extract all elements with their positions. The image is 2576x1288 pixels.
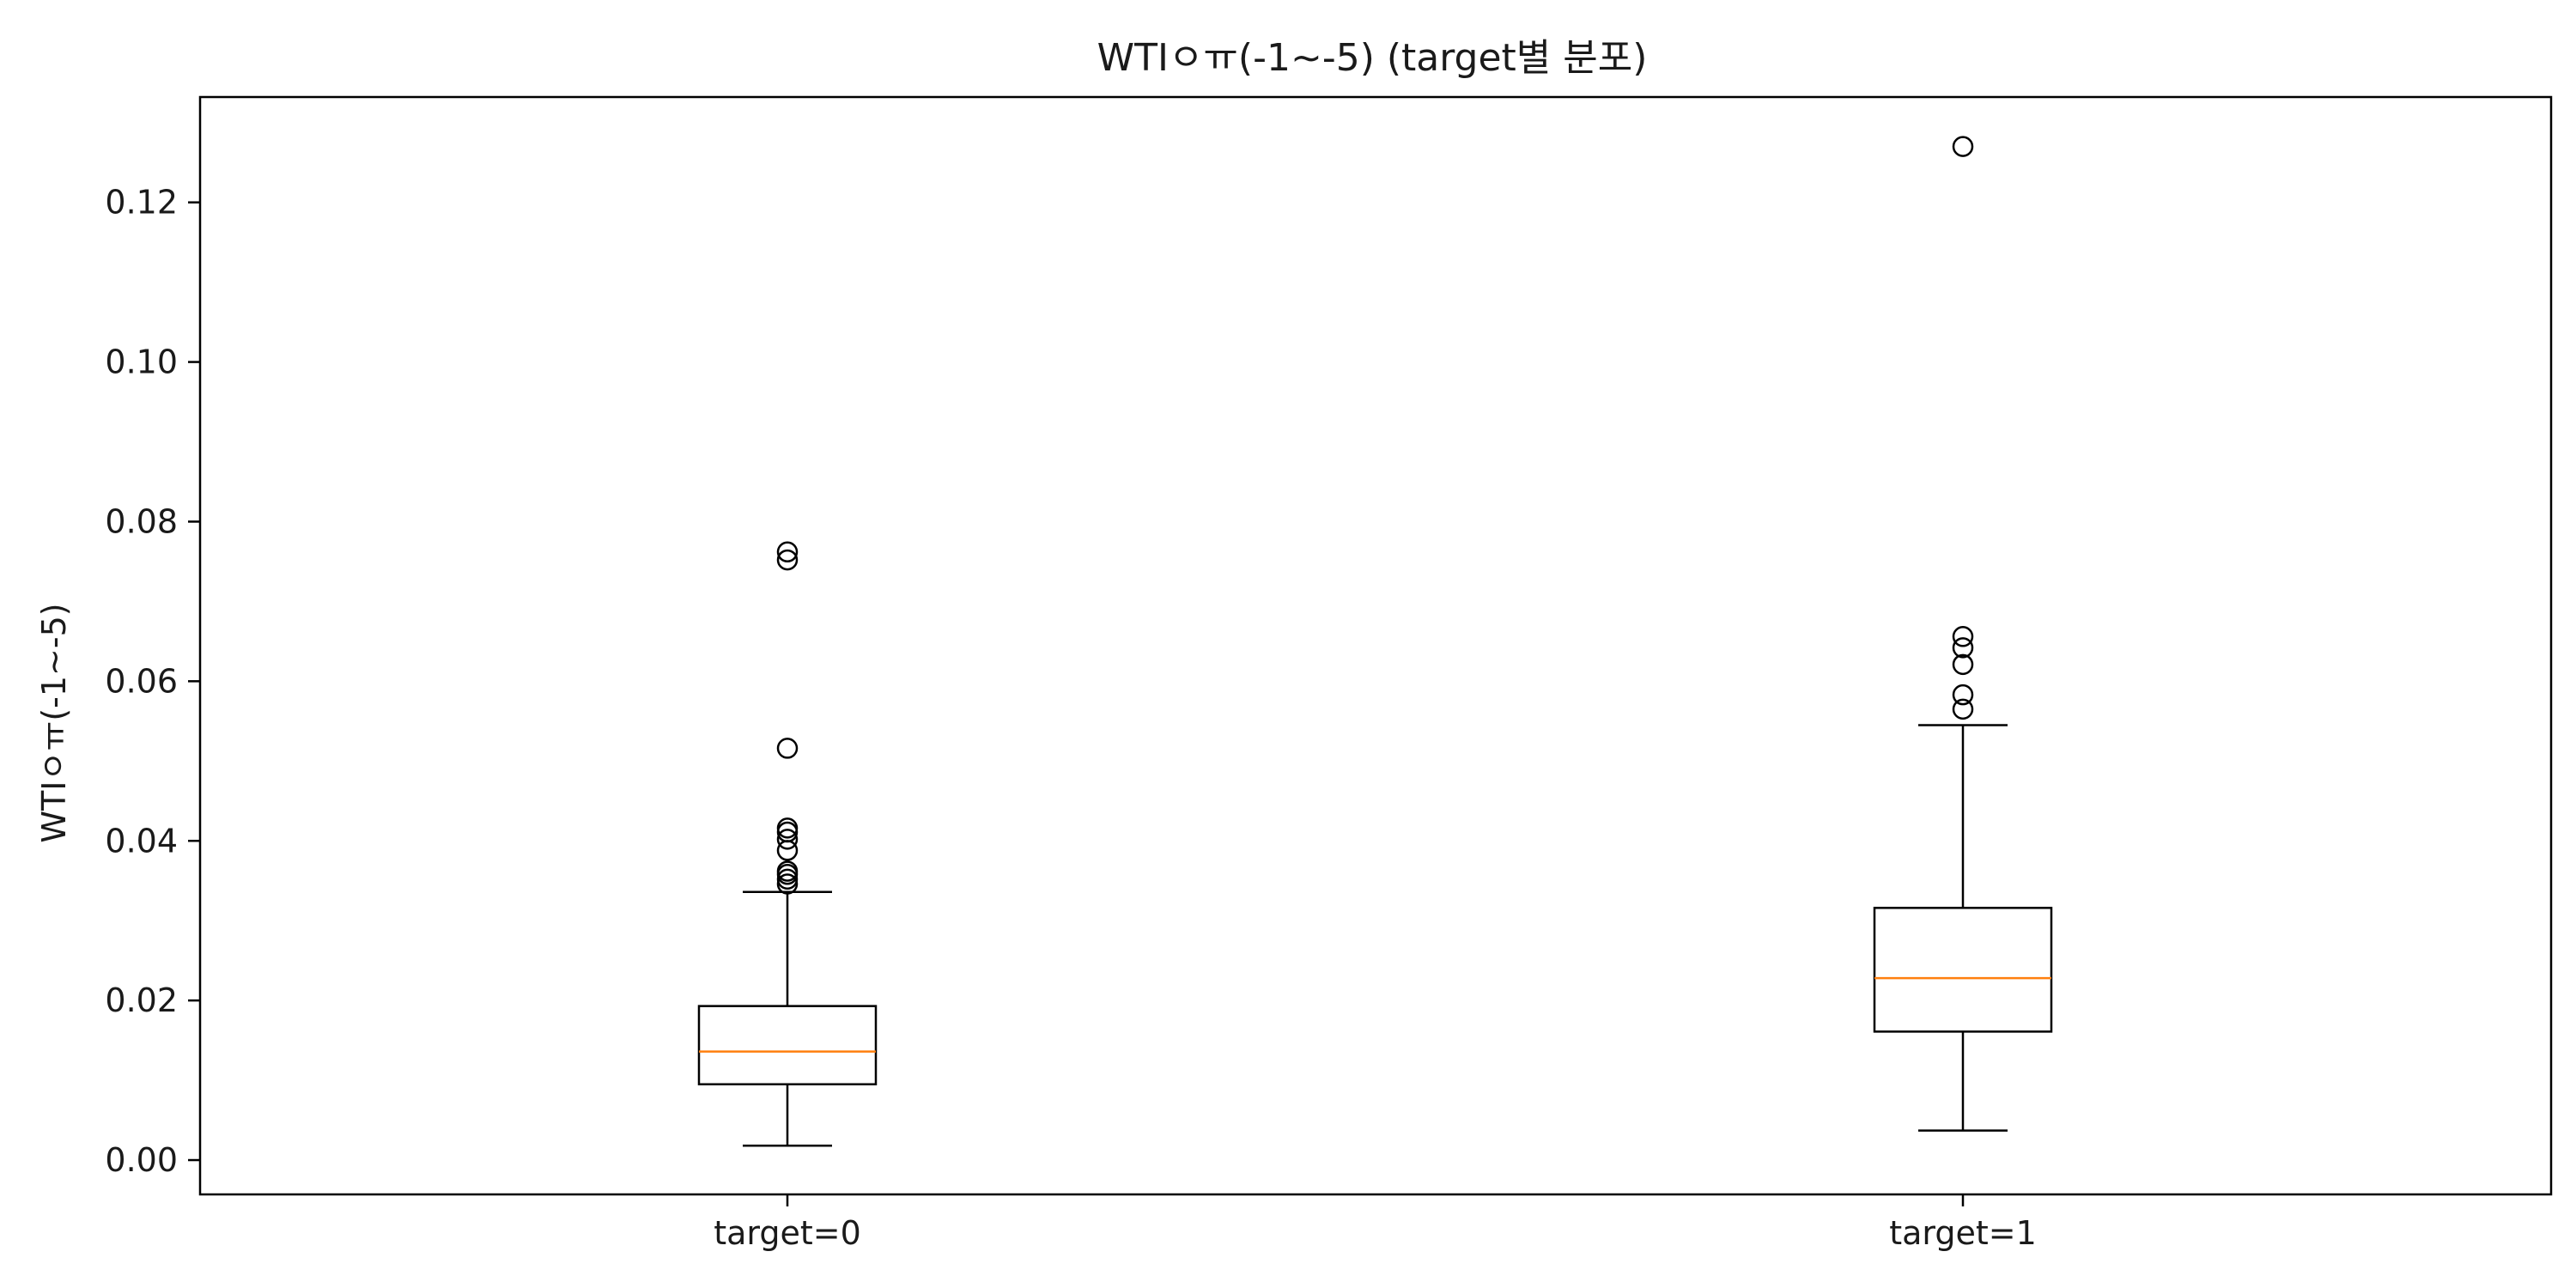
y-tick-label: 0.06 (105, 662, 178, 700)
x-tick-label: target=1 (1889, 1214, 2037, 1252)
outlier-point (776, 868, 799, 890)
y-tick-label: 0.10 (105, 343, 178, 381)
outlier-point (1952, 653, 1974, 676)
y-tick-label: 0.00 (105, 1141, 178, 1179)
outlier-point (776, 549, 799, 571)
iqr-box (1873, 907, 2053, 1033)
outlier-point (776, 541, 799, 563)
plot-area: 0.00 0.02 0.04 0.06 0.08 0.10 0.12 target=0 targ… (105, 136, 2053, 1252)
axes-frame (198, 95, 2553, 1196)
outlier-point (776, 860, 799, 882)
y-axis-label: WTIㅇㅠ(-1~-5) (35, 603, 73, 842)
outlier-point (776, 873, 799, 895)
outlier-point (1952, 626, 1974, 647)
outlier-point (776, 829, 799, 850)
outlier-point (1952, 637, 1974, 659)
y-tick-label: 0.04 (105, 822, 178, 860)
outlier-point (776, 817, 799, 839)
outlier-point (1952, 698, 1974, 720)
y-tick-label: 0.02 (105, 981, 178, 1019)
outlier-point (1952, 683, 1974, 706)
chart-title: WTIㅇㅠ(-1~-5) (target별 분포) (1097, 36, 1648, 80)
outlier-point (776, 738, 799, 759)
y-tick-label: 0.12 (105, 184, 178, 222)
outlier-point (1952, 136, 1974, 157)
x-tick-label: target=0 (714, 1214, 861, 1252)
iqr-box (697, 1005, 878, 1085)
y-tick-label: 0.08 (105, 502, 178, 540)
